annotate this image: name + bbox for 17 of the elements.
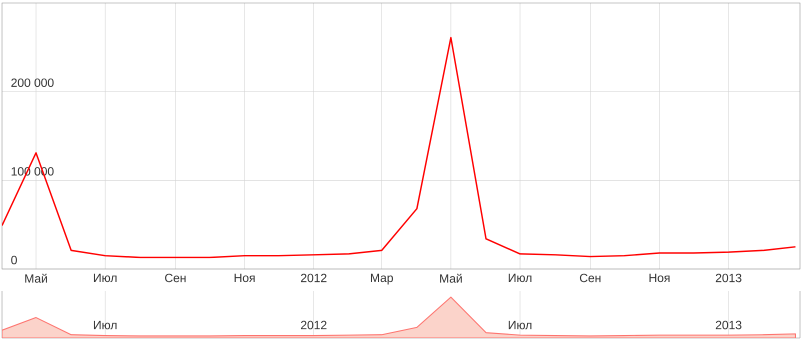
x-tick-label: 2013 bbox=[716, 320, 742, 330]
x-tick-label: 2012 bbox=[300, 320, 326, 330]
y-tick-label: 0 bbox=[11, 256, 17, 264]
y-tick-label: 200 000 bbox=[11, 78, 54, 87]
x-tick-label: Сен bbox=[165, 274, 186, 282]
x-tick-label: Июл bbox=[508, 320, 532, 330]
x-tick-label: 2013 bbox=[716, 274, 742, 282]
x-tick-label: Ноя bbox=[650, 274, 670, 282]
x-tick-label: Мар bbox=[370, 274, 393, 284]
x-tick-label: 2012 bbox=[300, 274, 326, 282]
x-tick-label: Май bbox=[440, 274, 462, 283]
x-tick-label: Ноя bbox=[234, 274, 255, 282]
x-tick-label: Сен bbox=[580, 274, 600, 282]
x-tick-label: Июл bbox=[94, 274, 117, 282]
x-tick-label: Июл bbox=[94, 320, 117, 330]
x-tick-label: Июл bbox=[508, 274, 532, 282]
x-tick-label: Май bbox=[25, 274, 47, 283]
